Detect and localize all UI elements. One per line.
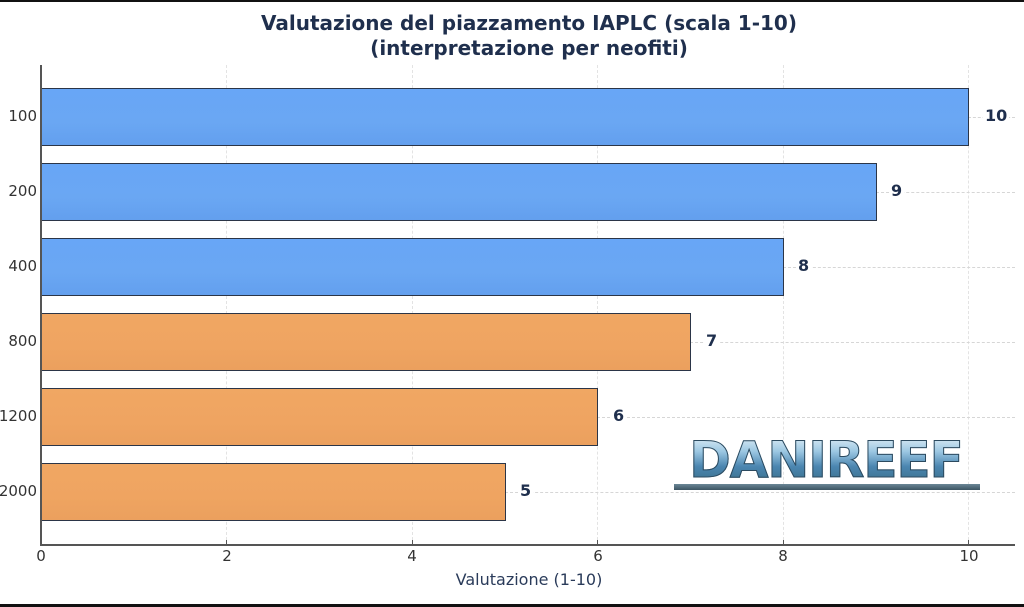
bar-100 — [41, 88, 969, 146]
x-axis-label: Valutazione (1-10) — [455, 570, 603, 589]
vgrid-2 — [226, 65, 227, 545]
value-label-800: 7 — [704, 331, 720, 351]
y-tick-800: 800 — [8, 332, 37, 350]
bar-800 — [41, 313, 691, 371]
bar-200 — [41, 163, 877, 221]
top-border — [0, 0, 1024, 2]
hgrid-2000 — [505, 492, 1015, 493]
hgrid-200 — [876, 192, 1015, 193]
y-tick-2000: 2000 — [0, 482, 37, 500]
y-tick-400: 400 — [8, 257, 37, 275]
value-label-2000: 5 — [518, 481, 534, 501]
chart-title: Valutazione del piazzamento IAPLC (scala… — [0, 11, 1024, 61]
x-axis-line — [40, 544, 1015, 546]
x-tickmark-10 — [968, 540, 969, 545]
bar-1200 — [41, 388, 598, 446]
x-tickmark-4 — [412, 540, 413, 545]
x-tickmark-8 — [783, 540, 784, 545]
x-tick-0: 0 — [36, 547, 46, 565]
vgrid-4 — [412, 65, 413, 545]
y-tick-1200: 1200 — [0, 407, 37, 425]
x-tick-4: 4 — [407, 547, 417, 565]
x-tick-10: 10 — [959, 547, 979, 565]
hgrid-400 — [783, 267, 1015, 268]
plot-area: 10 9 8 7 6 5 — [41, 65, 1015, 545]
bottom-border — [0, 604, 1024, 607]
y-tick-200: 200 — [8, 182, 37, 200]
x-tickmark-6 — [597, 540, 598, 545]
watermark-base — [674, 484, 980, 490]
vgrid-10 — [968, 65, 969, 545]
watermark-text: DANIREEF — [672, 434, 980, 487]
chart-title-line-2: (interpretazione per neofiti) — [370, 36, 688, 60]
x-tickmark-2 — [226, 540, 227, 545]
value-label-1200: 6 — [611, 406, 627, 426]
value-label-400: 8 — [796, 256, 812, 276]
vgrid-6 — [597, 65, 598, 545]
x-tick-8: 8 — [778, 547, 788, 565]
value-label-100: 10 — [983, 106, 1010, 126]
y-axis-line — [40, 65, 42, 546]
hgrid-800 — [690, 342, 1015, 343]
x-tick-6: 6 — [593, 547, 603, 565]
vgrid-8 — [783, 65, 784, 545]
x-tick-2: 2 — [222, 547, 232, 565]
y-tick-100: 100 — [8, 107, 37, 125]
bar-2000 — [41, 463, 506, 521]
value-label-200: 9 — [889, 181, 905, 201]
hgrid-1200 — [597, 417, 1015, 418]
watermark-logo: DANIREEF — [672, 434, 980, 492]
bar-400 — [41, 238, 784, 296]
chart-title-line-1: Valutazione del piazzamento IAPLC (scala… — [261, 11, 797, 35]
